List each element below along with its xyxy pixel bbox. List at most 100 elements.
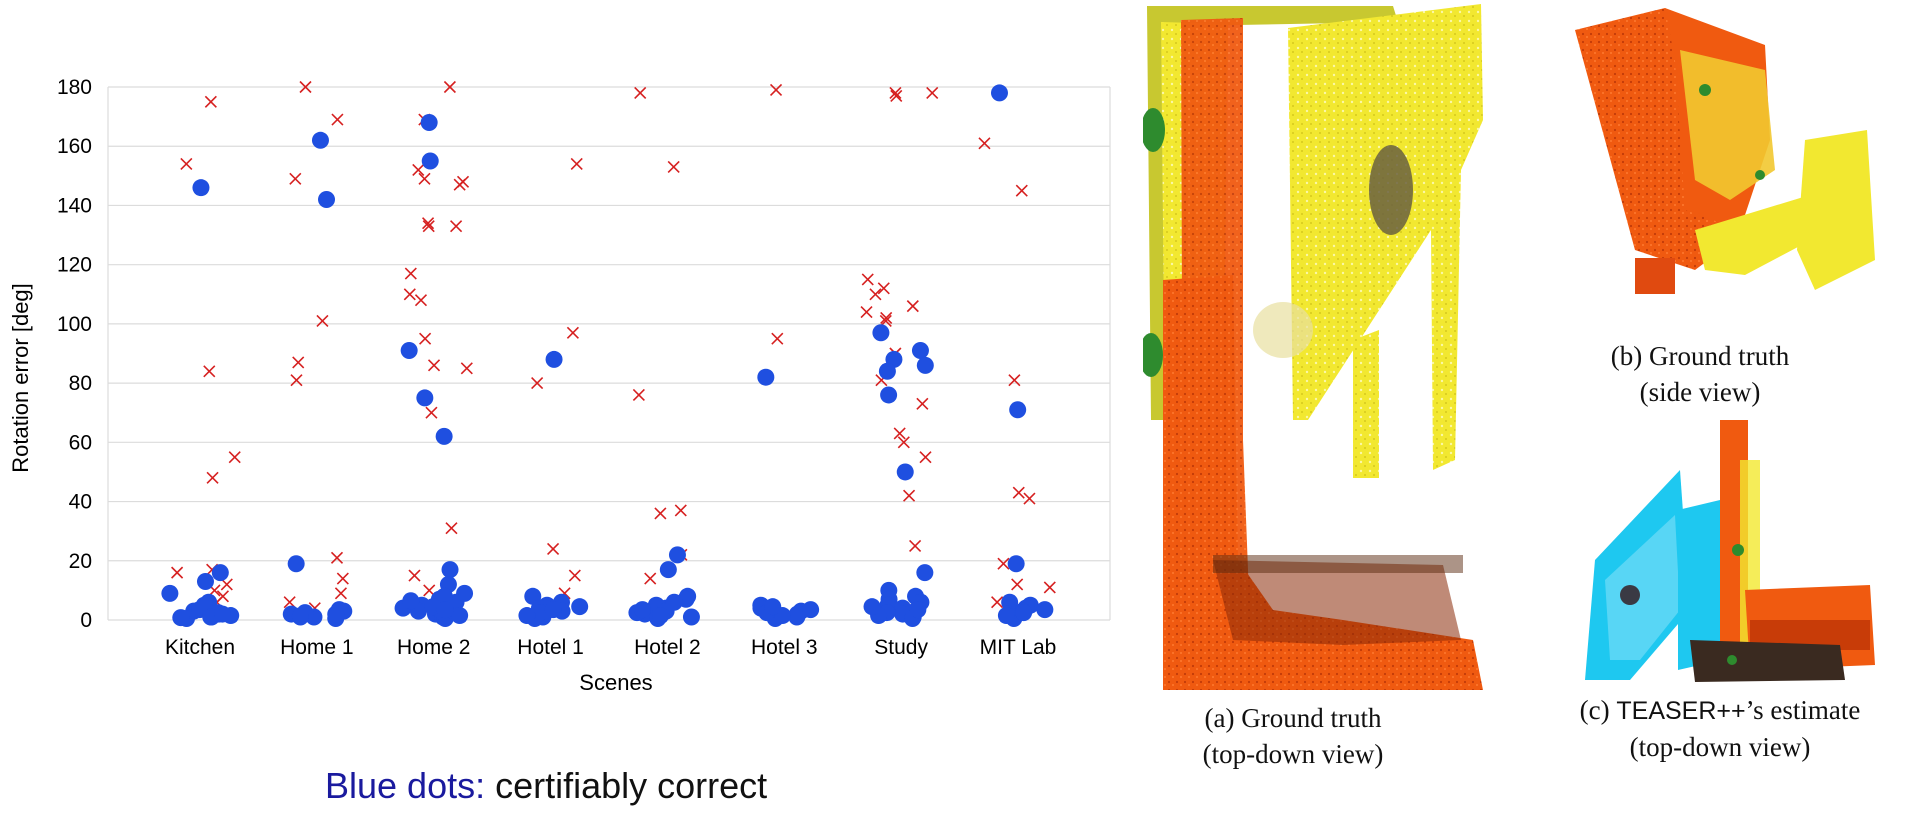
certified-dot — [764, 598, 782, 616]
certified-dot — [545, 350, 563, 368]
panel-c-caption: (c) TEASER++’s estimate (top-down view) — [1540, 692, 1900, 765]
grid-lines — [107, 86, 1111, 621]
y-tick-label: 80 — [69, 372, 92, 395]
uncertified-x-marker — [1043, 581, 1056, 594]
uncertified-x-marker — [531, 377, 544, 390]
uncertified-x-marker — [667, 160, 680, 174]
certified-dot — [161, 584, 179, 602]
certified-dot — [451, 607, 469, 625]
panel-b-caption-line2: (side view) — [1639, 377, 1761, 407]
panel-a-caption-line2: (top-down view) — [1202, 739, 1384, 769]
uncertified-x-marker — [427, 359, 441, 372]
certified-dot — [213, 605, 231, 623]
certified-dot — [652, 607, 670, 625]
certified-dot — [757, 368, 775, 386]
certified-dot — [416, 389, 434, 407]
certified-dot — [196, 573, 214, 591]
uncertified-x-marker — [547, 542, 560, 555]
certified-dot — [436, 601, 454, 619]
uncertified-x-marker — [916, 397, 929, 410]
uncertified-x-marker — [418, 172, 431, 185]
uncertified-x-marker — [443, 80, 456, 94]
uncertified-x-marker — [412, 163, 425, 176]
certified-dot — [441, 561, 459, 579]
certified-dot — [878, 362, 896, 380]
x-tick-label: Kitchen — [165, 636, 235, 659]
uncertified-x-marker — [228, 451, 241, 464]
y-axis-label: Rotation error [deg] — [8, 283, 33, 473]
panel-c-caption-prefix: (c) — [1579, 695, 1617, 725]
panel-c-caption-line2: (top-down view) — [1629, 732, 1811, 762]
certified-dot — [571, 598, 589, 616]
uncertified-x-marker — [445, 522, 458, 535]
x-tick-labels: Kitchen Home 1 Home 2 Hotel 1 Hotel 2 Hotel 3… — [165, 636, 1056, 659]
y-tick-labels: 0 20 40 60 80 100 120 140 160 180 — [57, 76, 92, 632]
uncertified-x-marker — [674, 504, 687, 517]
panel-c-pointcloud-image — [1585, 420, 1875, 682]
certified-dot — [311, 131, 329, 149]
uncertified-x-marker — [903, 489, 916, 502]
uncertified-x-marker — [404, 267, 417, 280]
certified-dot — [192, 179, 210, 197]
certified-dot — [518, 607, 536, 625]
uncertified-x-marker — [460, 362, 473, 375]
uncertified-x-marker — [869, 288, 882, 301]
uncertified-x-marker — [414, 294, 428, 307]
uncertified-x-marker — [893, 427, 906, 440]
uncertified-x-marker — [860, 305, 873, 319]
uncertified-x-marker — [331, 113, 344, 126]
caption-rest: certifiably correct — [485, 765, 768, 806]
certified-dot — [668, 546, 686, 564]
uncertified-x-marker — [926, 86, 939, 99]
uncertified-x-marker — [978, 137, 991, 150]
uncertified-x-marker — [408, 569, 421, 582]
certified-dot — [435, 587, 453, 605]
uncertified-x-marker — [220, 578, 233, 591]
panel-c-caption-line1: (c) TEASER++’s estimate — [1540, 692, 1900, 729]
x-tick-label: Home 2 — [397, 636, 471, 659]
y-tick-label: 20 — [69, 550, 92, 573]
certified-dot — [633, 601, 651, 619]
panel-a-pointcloud-image — [1139, 4, 1483, 700]
certified-dot — [402, 592, 420, 610]
certified-series — [161, 84, 1054, 628]
uncertified-x-marker — [316, 314, 329, 327]
uncertified-x-marker — [1008, 374, 1021, 387]
y-tick-label: 100 — [57, 313, 92, 336]
uncertified-x-marker — [654, 507, 667, 520]
uncertified-x-marker — [1012, 486, 1025, 499]
uncertified-x-marker — [632, 388, 645, 402]
uncertified-x-marker — [769, 83, 783, 97]
uncertified-x-marker — [180, 157, 193, 171]
x-tick-label: Hotel 2 — [634, 636, 701, 659]
panel-b-caption-line1: (b) Ground truth — [1610, 341, 1790, 371]
uncertified-x-marker — [771, 332, 784, 345]
panel-c-caption-suffix: ’s estimate — [1745, 695, 1861, 725]
uncertified-x-marker — [634, 86, 647, 99]
x-tick-label: Home 1 — [280, 636, 354, 659]
uncertified-x-marker — [292, 356, 305, 369]
y-tick-label: 0 — [80, 609, 92, 632]
certified-dot — [911, 342, 929, 360]
certified-dot — [863, 598, 881, 616]
certified-dot — [420, 114, 438, 132]
panel-c-caption-method: TEASER++ — [1616, 697, 1746, 725]
uncertified-x-marker — [890, 89, 903, 102]
uncertified-x-marker — [991, 596, 1004, 609]
uncertified-x-marker — [206, 471, 219, 484]
certified-dot — [990, 84, 1008, 102]
uncertified-x-marker — [334, 587, 348, 600]
uncertified-x-marker — [421, 217, 435, 230]
uncertified-x-marker — [450, 220, 463, 233]
certified-dot — [544, 601, 562, 619]
uncertified-x-marker — [336, 572, 349, 585]
certified-dot — [665, 593, 683, 611]
uncertified-x-marker — [897, 436, 910, 449]
y-tick-label: 60 — [69, 431, 92, 454]
y-tick-label: 160 — [57, 135, 92, 158]
uncertified-x-marker — [1015, 184, 1028, 197]
legend-caption: Blue dots: certifiably correct — [325, 765, 767, 807]
uncertified-x-marker — [171, 566, 184, 579]
uncertified-x-marker — [919, 451, 932, 464]
chart-svg: 0 20 40 60 80 100 120 140 160 180 Kitchen Home 1 Ho… — [8, 76, 1111, 695]
